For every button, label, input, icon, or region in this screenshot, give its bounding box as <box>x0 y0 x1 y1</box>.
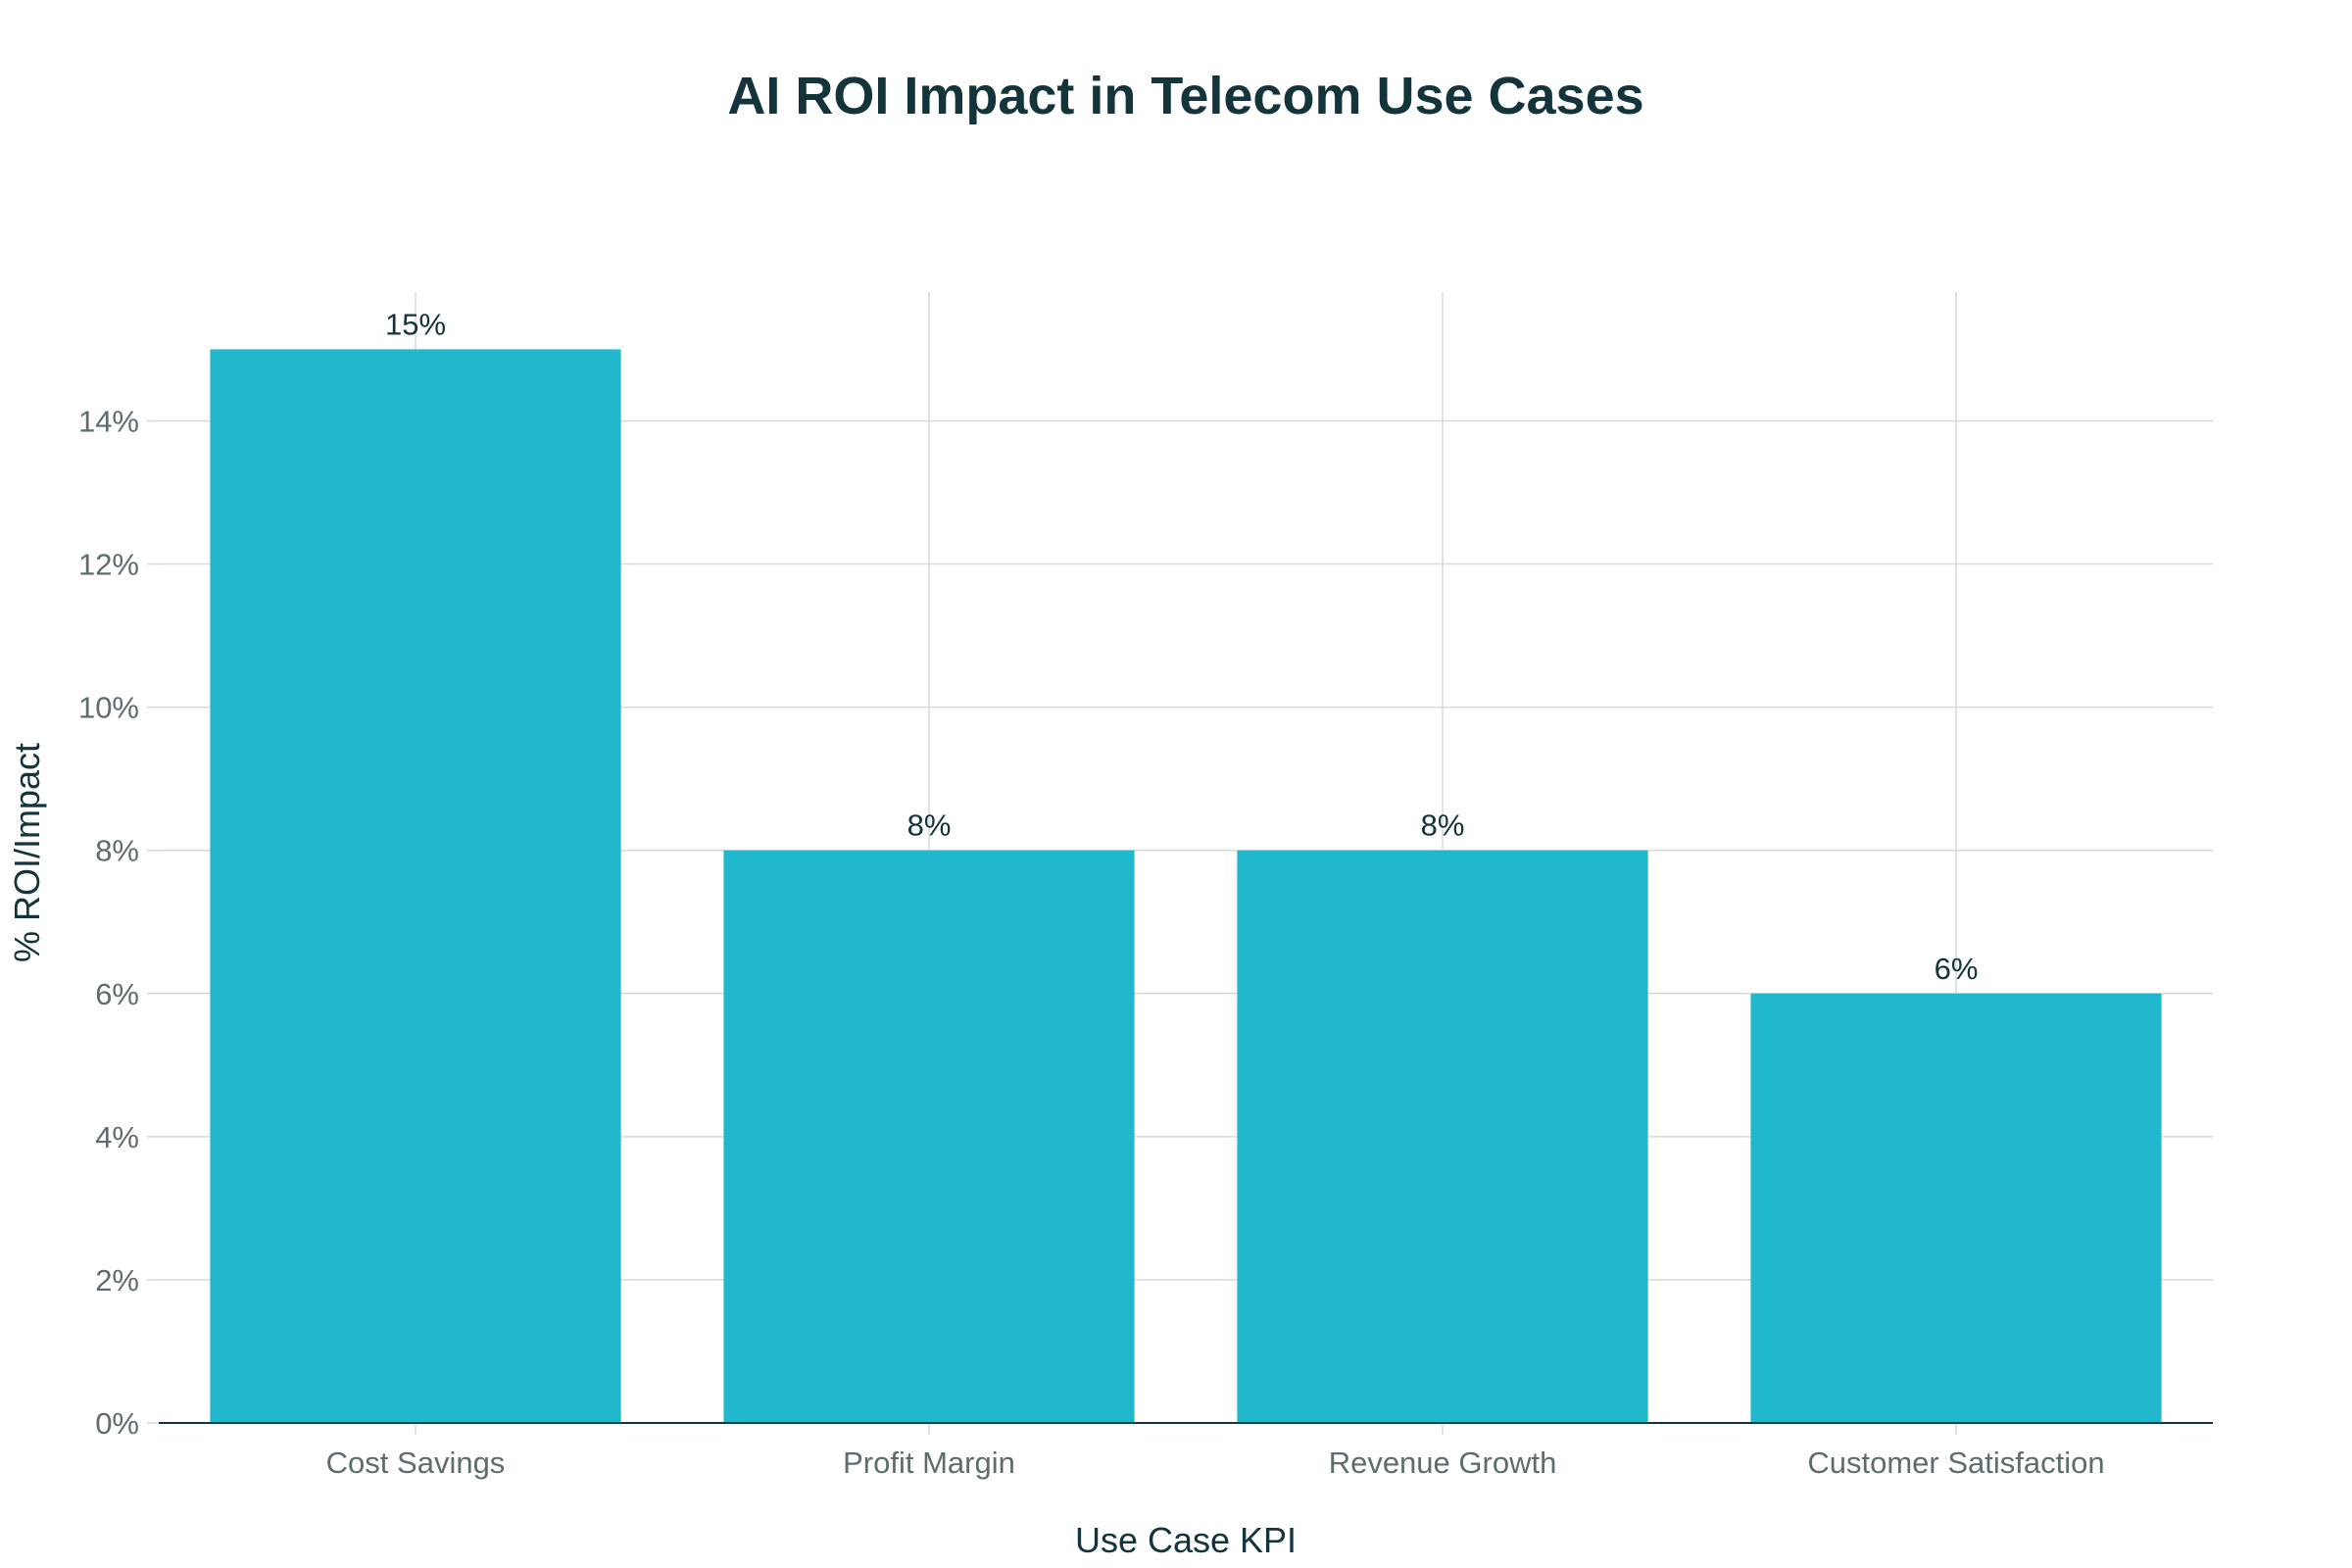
y-tick-label: 14% <box>78 404 139 438</box>
y-tick-label: 12% <box>78 548 139 582</box>
x-tick-label: Customer Satisfaction <box>1807 1446 2104 1480</box>
data-labels: 15% 8% 8% 6% <box>385 307 1978 985</box>
x-gridlines <box>415 292 1957 1435</box>
bar-revenue-growth[interactable] <box>1237 850 1648 1423</box>
bar-customer-satisfaction[interactable] <box>1750 993 2162 1423</box>
bar-profit-margin[interactable] <box>723 850 1135 1423</box>
y-tick-label: 10% <box>78 691 139 725</box>
y-tick-labels: 0% 2% 4% 6% 8% 10% 12% 14% <box>78 404 139 1441</box>
bar-cost-savings[interactable] <box>210 349 621 1423</box>
bar-value-label: 15% <box>385 307 446 341</box>
x-tick-labels: Cost Savings Profit Margin Revenue Growth C… <box>326 1446 2105 1480</box>
bar-value-label: 6% <box>1935 952 1979 986</box>
y-tick-label: 0% <box>95 1406 139 1441</box>
y-tick-label: 2% <box>95 1263 139 1298</box>
y-tick-label: 4% <box>95 1120 139 1154</box>
y-tick-label: 6% <box>95 977 139 1011</box>
x-tick-label: Cost Savings <box>326 1446 506 1480</box>
x-tick-label: Profit Margin <box>843 1446 1015 1480</box>
bars-group <box>210 349 2162 1423</box>
x-axis-title: Use Case KPI <box>1075 1520 1297 1560</box>
bar-value-label: 8% <box>907 808 952 843</box>
x-tick-label: Revenue Growth <box>1329 1446 1557 1480</box>
y-tick-label: 8% <box>95 834 139 868</box>
chart-title: AI ROI Impact in Telecom Use Cases <box>727 67 1643 125</box>
y-axis-title: % ROI/Impact <box>7 743 47 962</box>
bar-value-label: 8% <box>1421 808 1465 843</box>
